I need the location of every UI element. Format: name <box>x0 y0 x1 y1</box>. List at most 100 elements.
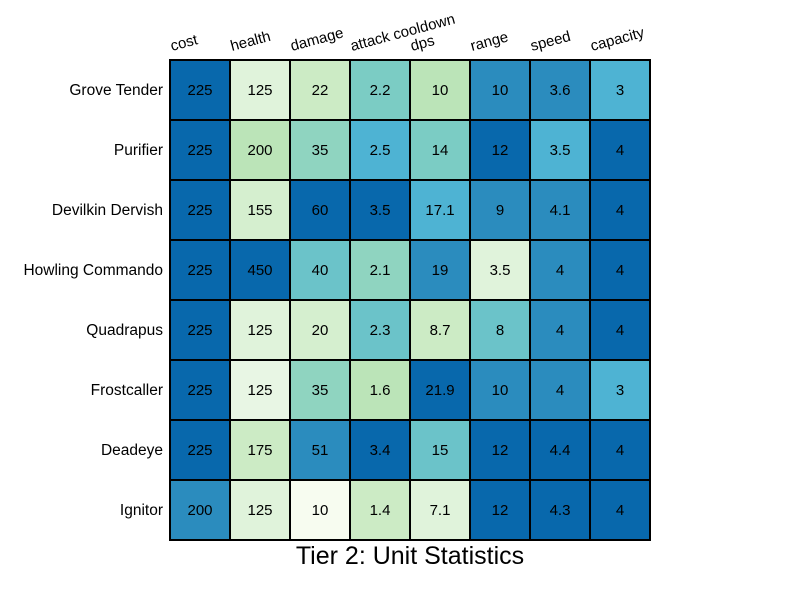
cell-value-quadrapus-cost: 225 <box>187 322 212 339</box>
heatmap-cell-howling-commando-dps <box>409 239 471 301</box>
heatmap-cell-quadrapus-dps <box>409 299 471 361</box>
cell-value-frostcaller-dps: 21.9 <box>425 382 454 399</box>
heatmap-cell-purifier-health <box>229 119 291 181</box>
cell-value-quadrapus-capacity: 4 <box>616 322 624 339</box>
cell-value-devilkin-dervish-range: 9 <box>496 202 504 219</box>
cell-value-frostcaller-cost: 225 <box>187 382 212 399</box>
cell-value-devilkin-dervish-speed: 4.1 <box>550 202 571 219</box>
cell-value-grove-tender-capacity: 3 <box>616 82 624 99</box>
cell-value-purifier-attack-cooldown: 2.5 <box>370 142 391 159</box>
cell-value-frostcaller-attack-cooldown: 1.6 <box>370 382 391 399</box>
cell-value-frostcaller-capacity: 3 <box>616 382 624 399</box>
heatmap-cell-frostcaller-dps <box>409 359 471 421</box>
cell-value-purifier-capacity: 4 <box>616 142 624 159</box>
heatmap-cell-quadrapus-attack-cooldown <box>349 299 411 361</box>
cell-value-deadeye-range: 12 <box>492 442 509 459</box>
cell-value-ignitor-cost: 200 <box>187 502 212 519</box>
column-label-range: range <box>469 29 510 55</box>
heatmap-cell-purifier-range <box>469 119 531 181</box>
cell-value-devilkin-dervish-capacity: 4 <box>616 202 624 219</box>
cell-value-ignitor-dps: 7.1 <box>430 502 451 519</box>
heatmap-cell-devilkin-dervish-attack-cooldown <box>349 179 411 241</box>
row-label-deadeye: Deadeye <box>101 442 163 459</box>
column-label-cost: cost <box>169 31 201 55</box>
cell-value-frostcaller-speed: 4 <box>556 382 564 399</box>
cell-value-grove-tender-health: 125 <box>247 82 272 99</box>
row-label-ignitor: Ignitor <box>120 502 163 519</box>
heatmap-cell-grove-tender-capacity <box>589 59 651 121</box>
heatmap-cell-devilkin-dervish-damage <box>289 179 351 241</box>
heatmap-cell-ignitor-dps <box>409 479 471 541</box>
cell-value-quadrapus-dps: 8.7 <box>430 322 451 339</box>
cell-value-grove-tender-attack-cooldown: 2.2 <box>370 82 391 99</box>
heatmap-cell-deadeye-health <box>229 419 291 481</box>
cell-value-ignitor-attack-cooldown: 1.4 <box>370 502 391 519</box>
cell-value-howling-commando-range: 3.5 <box>490 262 511 279</box>
heatmap-cell-ignitor-attack-cooldown <box>349 479 411 541</box>
heatmap-cell-frostcaller-health <box>229 359 291 421</box>
cell-value-howling-commando-attack-cooldown: 2.1 <box>370 262 391 279</box>
row-label-frostcaller: Frostcaller <box>91 382 163 399</box>
heatmap-cell-deadeye-speed <box>529 419 591 481</box>
cell-value-deadeye-speed: 4.4 <box>550 442 571 459</box>
cell-value-grove-tender-damage: 22 <box>312 82 329 99</box>
cell-value-purifier-damage: 35 <box>312 142 329 159</box>
cell-value-grove-tender-speed: 3.6 <box>550 82 571 99</box>
column-label-dps: dps <box>409 32 437 55</box>
row-label-devilkin-dervish: Devilkin Dervish <box>52 202 163 219</box>
cell-value-deadeye-attack-cooldown: 3.4 <box>370 442 391 459</box>
heatmap-cell-ignitor-range <box>469 479 531 541</box>
cell-value-deadeye-damage: 51 <box>312 442 329 459</box>
heatmap-cell-grove-tender-range <box>469 59 531 121</box>
heatmap-cell-devilkin-dervish-range <box>469 179 531 241</box>
cell-value-deadeye-dps: 15 <box>432 442 449 459</box>
heatmap-cell-devilkin-dervish-capacity <box>589 179 651 241</box>
column-label-capacity: capacity <box>589 24 647 55</box>
cell-value-quadrapus-speed: 4 <box>556 322 564 339</box>
heatmap-cell-frostcaller-speed <box>529 359 591 421</box>
cell-value-frostcaller-range: 10 <box>492 382 509 399</box>
cell-value-howling-commando-health: 450 <box>247 262 272 279</box>
cell-value-devilkin-dervish-health: 155 <box>247 202 272 219</box>
cell-value-purifier-dps: 14 <box>432 142 449 159</box>
heatmap-cell-purifier-attack-cooldown <box>349 119 411 181</box>
cell-value-deadeye-capacity: 4 <box>616 442 624 459</box>
cell-value-grove-tender-cost: 225 <box>187 82 212 99</box>
cell-value-purifier-health: 200 <box>247 142 272 159</box>
cell-value-devilkin-dervish-cost: 225 <box>187 202 212 219</box>
cell-value-ignitor-speed: 4.3 <box>550 502 571 519</box>
heatmap-cell-deadeye-cost <box>169 419 231 481</box>
heatmap-cell-ignitor-cost <box>169 479 231 541</box>
cell-value-ignitor-range: 12 <box>492 502 509 519</box>
heatmap-cell-devilkin-dervish-cost <box>169 179 231 241</box>
column-label-health: health <box>229 28 273 55</box>
cell-value-quadrapus-damage: 20 <box>312 322 329 339</box>
cell-value-howling-commando-capacity: 4 <box>616 262 624 279</box>
cell-value-howling-commando-dps: 19 <box>432 262 449 279</box>
cell-value-ignitor-health: 125 <box>247 502 272 519</box>
cell-value-devilkin-dervish-attack-cooldown: 3.5 <box>370 202 391 219</box>
cell-value-grove-tender-dps: 10 <box>432 82 449 99</box>
heatmap-cell-devilkin-dervish-dps <box>409 179 471 241</box>
cell-value-howling-commando-damage: 40 <box>312 262 329 279</box>
chart-title: Tier 2: Unit Statistics <box>296 542 524 570</box>
cell-value-ignitor-damage: 10 <box>312 502 329 519</box>
heatmap-cell-ignitor-capacity <box>589 479 651 541</box>
heatmap-cells <box>169 59 651 541</box>
row-labels: Grove Tender Purifier Devilkin Dervish Howl… <box>23 82 163 519</box>
column-label-speed: speed <box>529 28 573 55</box>
heatmap-cell-howling-commando-damage <box>289 239 351 301</box>
cell-value-devilkin-dervish-damage: 60 <box>312 202 329 219</box>
heatmap-cell-devilkin-dervish-speed <box>529 179 591 241</box>
heatmap-cell-deadeye-capacity <box>589 419 651 481</box>
cell-value-deadeye-cost: 225 <box>187 442 212 459</box>
row-label-howling-commando: Howling Commando <box>23 262 163 279</box>
heatmap-cell-grove-tender-cost <box>169 59 231 121</box>
heatmap-cell-deadeye-dps <box>409 419 471 481</box>
cell-value-grove-tender-range: 10 <box>492 82 509 99</box>
heatmap-cell-purifier-capacity <box>589 119 651 181</box>
column-label-damage: damage <box>289 24 346 54</box>
cell-value-frostcaller-health: 125 <box>247 382 272 399</box>
heatmap-cell-deadeye-range <box>469 419 531 481</box>
